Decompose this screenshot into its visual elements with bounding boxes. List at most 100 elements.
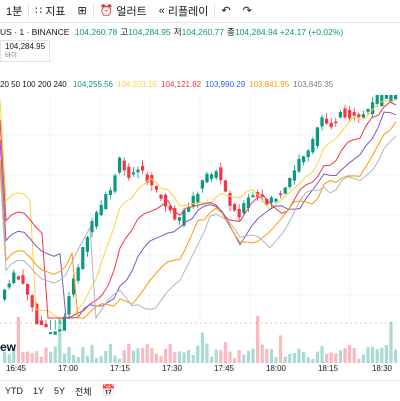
- candle-body: [361, 114, 365, 118]
- volume-bar: [297, 348, 301, 363]
- bottom-range-bar: YTD 1Y 5Y 전체 📅: [0, 380, 400, 401]
- volume-bar: [394, 349, 398, 363]
- range-all[interactable]: 전체: [75, 386, 92, 397]
- candle-body: [251, 195, 255, 198]
- volume-bar: [72, 354, 76, 363]
- candle-body: [292, 170, 296, 181]
- buy-label: 바이: [5, 52, 17, 59]
- moving-average-line: [0, 135, 397, 320]
- candle-body: [76, 267, 80, 281]
- volume-bar: [141, 348, 145, 363]
- candle-body: [205, 173, 209, 183]
- volume-bar: [113, 355, 117, 363]
- replay-label: 리플레이: [167, 6, 209, 18]
- alert-label: 얼러트: [116, 6, 147, 18]
- volume-bar: [173, 352, 177, 363]
- candle-body: [274, 198, 278, 202]
- candle-body: [122, 160, 126, 171]
- volume-bar: [384, 345, 388, 363]
- candle-body: [131, 172, 135, 175]
- volume-bar: [131, 350, 135, 363]
- volume-bar: [127, 343, 131, 363]
- symbol-title[interactable]: US · 1 · BINANCE: [0, 27, 70, 37]
- volume-bar: [371, 347, 375, 363]
- candle-body: [187, 207, 191, 212]
- candle-body: [338, 111, 342, 118]
- candle-body: [104, 194, 108, 210]
- replay-button[interactable]: « 리플레이: [153, 0, 215, 22]
- layout-grid-icon: ⊞: [77, 4, 87, 17]
- indicators-icon: ∷: [35, 4, 43, 17]
- volume-bar: [311, 358, 315, 363]
- redo-button[interactable]: ↷: [237, 0, 258, 22]
- volume-bar: [352, 348, 356, 363]
- ma-legend: 20 50 100 200 240 104,255.56 104,203.15 10…: [0, 80, 333, 89]
- time-tick-label: 18:15: [317, 364, 339, 373]
- undo-button[interactable]: ↶: [215, 0, 236, 22]
- candle-body: [127, 166, 131, 178]
- volume-bar: [16, 316, 20, 363]
- candle-body: [288, 178, 292, 188]
- candle-body: [141, 165, 145, 171]
- candle-body: [214, 171, 218, 178]
- volume-bar: [343, 348, 347, 363]
- range-5y[interactable]: 5Y: [54, 386, 66, 396]
- time-axis: 16:45 17:00 17:15 17:30 17:45 18:00 18:15 18:30: [0, 364, 400, 376]
- interval-button[interactable]: 1분: [0, 0, 28, 22]
- price-change: +24.17 (+0.02%): [279, 27, 344, 37]
- candle-body: [154, 186, 158, 190]
- ma-lengths: 20 50 100 200 240: [0, 80, 67, 89]
- volume-bar: [99, 356, 103, 363]
- candle-body: [3, 289, 7, 300]
- ma-value: 104,255.56: [72, 80, 114, 89]
- candle-body: [348, 109, 352, 119]
- volume-bar: [361, 354, 365, 363]
- range-1y[interactable]: 1Y: [33, 386, 45, 396]
- candle-body: [306, 150, 310, 158]
- candle-body: [237, 208, 241, 218]
- moving-average-line: [0, 111, 397, 319]
- buy-price-tag[interactable]: 104,284.95 바이: [0, 40, 51, 62]
- candle-body: [228, 193, 232, 206]
- moving-average-line: [0, 99, 397, 319]
- ma-value: 103,841.95: [249, 80, 290, 89]
- candle-body: [118, 157, 122, 173]
- volume-bar: [219, 350, 223, 363]
- volume-bar: [49, 351, 53, 363]
- volume-bar: [3, 351, 7, 363]
- candle-body: [200, 180, 204, 189]
- volume-bar: [233, 358, 237, 363]
- time-tick-label: 18:00: [265, 364, 287, 373]
- toolbar-divider: [28, 4, 30, 18]
- layout-button[interactable]: ⊞: [72, 0, 93, 22]
- ma-value: 104,121.82: [161, 80, 202, 89]
- ohlc-value: 고104,284.95: [120, 27, 171, 37]
- volume-bar: [85, 356, 89, 363]
- volume-bar: [35, 351, 39, 363]
- candle-body: [16, 276, 20, 280]
- candle-body: [177, 217, 181, 221]
- candle-body: [49, 332, 53, 335]
- price-chart[interactable]: [0, 95, 400, 363]
- volume-bar: [334, 353, 338, 363]
- calendar-range-icon[interactable]: 📅: [101, 384, 116, 397]
- candle-body: [150, 175, 154, 186]
- alert-button[interactable]: ⏰ 얼러트: [94, 0, 153, 22]
- volume-bar: [279, 335, 283, 363]
- candle-body: [283, 187, 287, 194]
- volume-bar: [62, 353, 66, 363]
- candle-body: [371, 102, 375, 115]
- range-ytd[interactable]: YTD: [5, 386, 23, 396]
- candle-body: [196, 193, 200, 203]
- toolbar-divider: [214, 4, 216, 18]
- time-tick-label: 17:15: [109, 364, 131, 373]
- volume-bar: [187, 349, 191, 363]
- volume-bar: [246, 350, 250, 363]
- indicators-button[interactable]: ∷ 지표: [29, 0, 71, 22]
- candle-body: [136, 169, 140, 173]
- volume-bar: [357, 358, 361, 363]
- candle-body: [72, 278, 76, 295]
- volume-bar: [348, 344, 352, 363]
- volume-bar: [53, 346, 57, 363]
- candle-body: [191, 195, 195, 206]
